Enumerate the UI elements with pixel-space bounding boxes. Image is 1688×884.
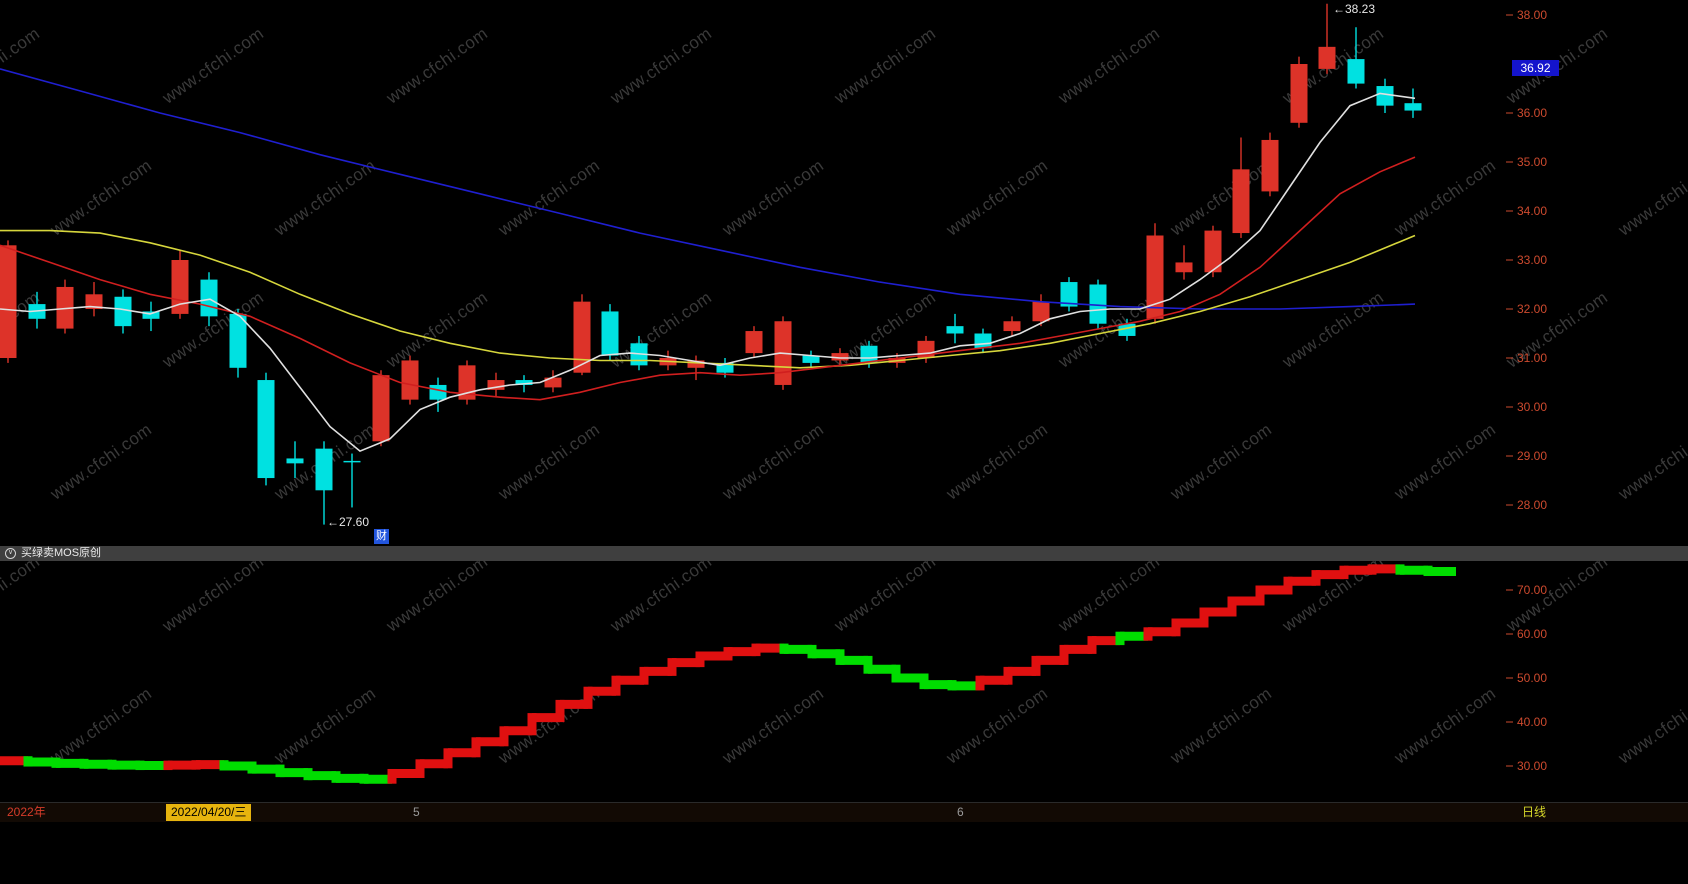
y-axis-label: 30.00 [1517, 400, 1547, 414]
y-axis-label: 33.00 [1517, 253, 1547, 267]
status-bar: 2022年 2022/04/20/三 日线 5 6 [0, 802, 1688, 822]
y-axis-label: 35.00 [1517, 155, 1547, 169]
year-label: 2022年 [7, 805, 46, 819]
indicator-y-axis: 70.00 60.00 50.00 40.00 30.00 [1506, 583, 1547, 773]
high-price-annotation: ←38.23 [1333, 2, 1376, 16]
y-axis-label: 30.00 [1517, 759, 1547, 773]
candles-layer [0, 3, 1422, 525]
y-axis-label: 34.00 [1517, 204, 1547, 218]
y-axis-label: 29.00 [1517, 449, 1547, 463]
y-axis-label: 32.00 [1517, 302, 1547, 316]
month-marker: 6 [957, 805, 964, 819]
y-axis-label: 38.00 [1517, 8, 1547, 22]
y-axis-label: 50.00 [1517, 671, 1547, 685]
low-price-annotation: ←27.60 [327, 515, 370, 529]
month-marker: 5 [413, 805, 420, 819]
current-price-badge: 36.92 [1512, 60, 1559, 76]
mos-indicator [0, 564, 1456, 784]
y-axis-label: 36.00 [1517, 106, 1547, 120]
main-y-axis: 38.00 36.00 35.00 34.00 33.00 32.00 31.00 30.00… [1506, 8, 1547, 512]
ma-blue-line [0, 68, 1416, 310]
y-axis-label: 40.00 [1517, 715, 1547, 729]
financial-event-marker[interactable]: 财 [374, 529, 389, 544]
y-axis-label: 70.00 [1517, 583, 1547, 597]
y-axis-label: 60.00 [1517, 627, 1547, 641]
ma-white-line [0, 92, 1416, 453]
ma-red-line [0, 156, 1416, 401]
selected-date-chip: 2022/04/20/三 [166, 804, 252, 821]
y-axis-label: 28.00 [1517, 498, 1547, 512]
indicator-header-bar: ∨ 买绿卖MOS原创 [0, 546, 1688, 561]
y-axis-label: 31.00 [1517, 351, 1547, 365]
period-selector[interactable]: 日线 [1522, 805, 1547, 819]
indicator-title: 买绿卖MOS原创 [21, 547, 102, 559]
collapse-indicator-icon[interactable]: ∨ [5, 548, 16, 559]
